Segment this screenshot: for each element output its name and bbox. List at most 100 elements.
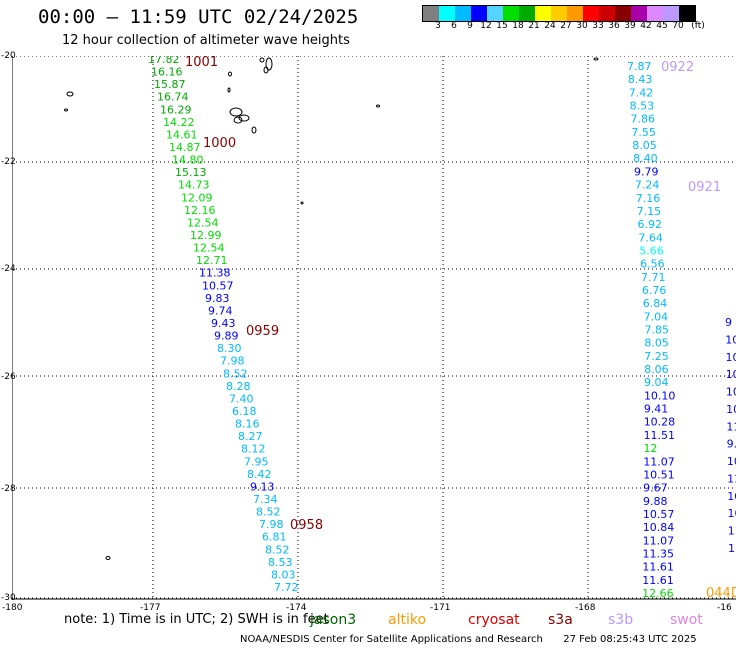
wave-height-label: 14.87: [169, 141, 201, 154]
color-swatch: [439, 6, 455, 21]
wave-height-label: 7.98: [259, 518, 284, 531]
satellite-legend-s3a: s3a: [548, 612, 573, 628]
island-outline: [64, 108, 68, 112]
wave-height-label: 10.57: [202, 279, 234, 292]
wave-height-label: 14.73: [178, 179, 210, 192]
wave-height-label: 8.03: [271, 568, 296, 581]
wave-height-label: 11.51: [644, 429, 676, 442]
wave-height-label: 10.46: [726, 386, 736, 399]
notes-line: note: 1) Time is in UTC; 2) SWH is in fe…: [64, 612, 329, 627]
wave-height-label: 9.79: [634, 165, 659, 178]
wave-height-label: 17.82: [148, 56, 180, 66]
wave-height-label: 12.54: [187, 216, 219, 229]
wave-height-label: 10.10: [644, 389, 676, 402]
wave-height-label: 9.74: [208, 304, 233, 317]
wave-height-label: 12: [643, 442, 657, 455]
color-scale-bar: [422, 5, 696, 22]
wave-height-label: 8.53: [268, 556, 293, 569]
wave-height-label: 16.74: [157, 91, 189, 104]
wave-height-label: 7.71: [641, 271, 666, 284]
color-scale-label: 15: [496, 21, 508, 31]
wave-height-label: 12.99: [190, 229, 222, 242]
wave-height-label: 6.76: [642, 284, 667, 297]
wave-height-label: 10.4: [725, 351, 736, 364]
wave-height-label: 15.87: [154, 78, 186, 91]
island-outline: [376, 104, 380, 108]
latitude-tick-labels: -20 -22 -24 -26 -28 -30: [0, 0, 20, 650]
wave-height-label: 6.84: [643, 297, 668, 310]
color-scale-label: 12: [480, 21, 492, 31]
longitude-tick-label: -168: [575, 603, 596, 613]
wave-height-label: 7.55: [631, 126, 656, 139]
wave-height-label: 9.67: [643, 482, 668, 495]
wave-height-label: 7.15: [637, 205, 662, 218]
wave-height-label: 8.42: [247, 468, 272, 481]
wave-height-label: 14.80: [172, 154, 204, 167]
wave-height-label: 6.92: [638, 218, 663, 231]
longitude-tick-labels: -180 -177 -174 -171 -168 -16: [0, 603, 740, 617]
wave-height-label: 11.07: [643, 455, 675, 468]
wave-height-label: 11.38: [199, 267, 231, 280]
color-swatch: [679, 6, 695, 21]
color-swatch: [567, 6, 583, 21]
island-outline: [259, 57, 265, 63]
latitude-tick-label: -24: [1, 264, 16, 274]
color-scale-label: 45: [656, 21, 668, 31]
latitude-tick-label: -22: [1, 157, 16, 167]
wave-height-label: 11.35: [642, 547, 674, 560]
credit-text: NOAA/NESDIS Center for Satellite Applica…: [240, 634, 543, 645]
island-outline: [228, 71, 232, 77]
color-swatch: [519, 6, 535, 21]
color-scale-label: 42: [640, 21, 652, 31]
color-swatch: [647, 6, 663, 21]
notes-text: note: 1) Time is in UTC; 2) SWH is in fe…: [64, 612, 329, 627]
wave-height-label: 12.54: [193, 242, 225, 255]
wave-height-label: 8.30: [217, 342, 242, 355]
wave-height-label: 12.09: [181, 191, 213, 204]
wave-height-label: 14.22: [163, 116, 195, 129]
island-outline: [593, 57, 599, 61]
wave-height-label: 8.12: [241, 443, 266, 456]
longitude-tick-label: -174: [286, 603, 307, 613]
wave-height-label: 9.43: [211, 317, 236, 330]
wave-height-label: 12.66: [642, 587, 674, 600]
color-swatch: [583, 6, 599, 21]
wave-height-label: 10.22: [726, 403, 736, 416]
wave-height-label: 14.61: [166, 128, 198, 141]
color-scale-label: 6: [451, 21, 457, 31]
longitude-tick-label: -180: [2, 603, 23, 613]
wave-height-label: 11.07: [643, 534, 675, 547]
satellite-legend-jason3: jason3: [310, 612, 357, 628]
latitude-tick-label: -30: [1, 593, 16, 603]
color-scale-label: 70: [672, 21, 684, 31]
color-scale-label: 3: [435, 21, 441, 31]
color-swatch: [615, 6, 631, 21]
wave-height-label: 10.0: [728, 507, 736, 520]
wave-height-label: 15.13: [175, 166, 207, 179]
color-scale-label: 33: [592, 21, 604, 31]
island-outline: [66, 91, 74, 97]
wave-height-label: 9.41: [644, 403, 669, 416]
wave-height-label: 12.71: [196, 254, 228, 267]
wave-height-label: 7.34: [253, 493, 278, 506]
wave-height-label: 5.66: [639, 244, 664, 257]
color-swatch: [631, 6, 647, 21]
latitude-tick-label: -20: [1, 51, 16, 61]
wave-height-label: 7.64: [638, 231, 663, 244]
wave-height-label: 10.28: [644, 416, 676, 429]
latitude-tick-label: -28: [1, 484, 16, 494]
pass-time-label: 0958: [290, 518, 323, 533]
wave-height-label: 8.06: [644, 363, 669, 376]
wave-height-label: 11.: [728, 525, 736, 538]
wave-height-label: 8.16: [235, 418, 260, 431]
pass-time-label: 1001: [185, 56, 218, 70]
wave-height-label: 8.52: [256, 506, 281, 519]
wave-height-label: 11: [728, 542, 736, 555]
wave-height-label: 6.81: [262, 531, 287, 544]
wave-height-label: 9.04: [644, 376, 669, 389]
pass-time-label: 0921: [688, 180, 721, 195]
wave-height-label: 8.05: [632, 139, 657, 152]
wave-height-label: 10.52: [727, 455, 736, 468]
wave-height-label: 7.87: [627, 60, 652, 73]
